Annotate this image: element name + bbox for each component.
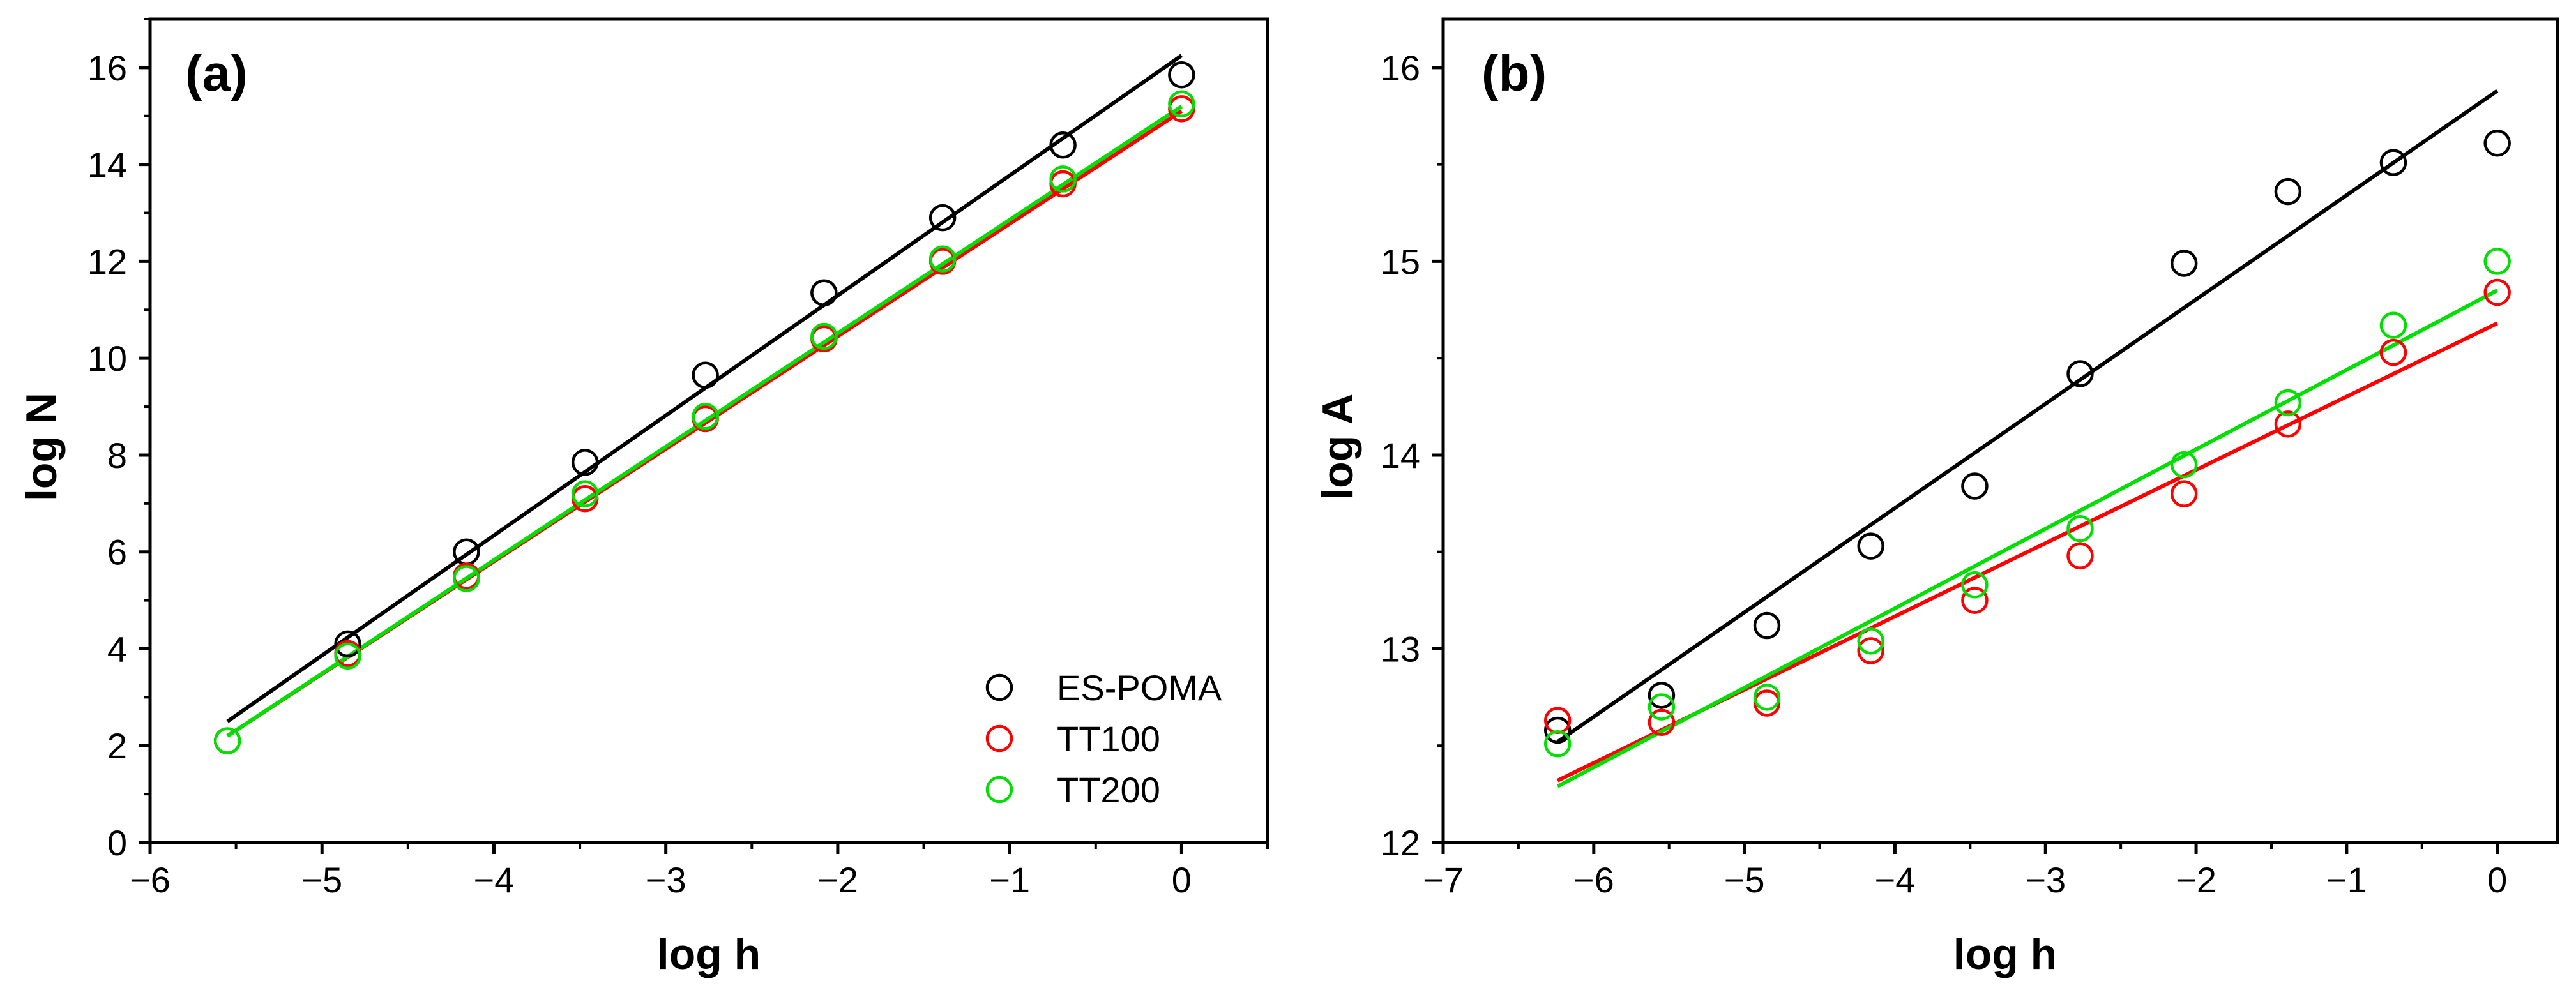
panel-b-point-es-poma [2066,360,2094,387]
panel-a-point-es-poma [692,361,719,389]
panel-b-point-tt100 [1753,689,1781,717]
panel-b-point-tt100 [2379,338,2407,366]
panel-a-y-tick-label: 16 [87,48,127,88]
panel-b-y-tick-label: 15 [1381,241,1420,281]
panel-b-point-tt200 [2483,248,2511,275]
panel-b-x-tick-label: 0 [2487,860,2507,900]
panel-b-x-axis-label: log h [1953,930,2057,978]
panel-a-y-tick-label: 12 [87,241,127,281]
panel-a-fit-line-tt200 [226,105,1183,738]
panel-a-x-tick-label: −1 [989,860,1030,900]
panel-a-y-tick-label: 4 [107,629,127,669]
panel-a-point-tt200 [692,402,719,430]
panel-b-point-tt200 [1961,571,1989,599]
legend-marker-tt200 [985,776,1013,804]
panel-a-y-tick-label: 2 [107,726,127,766]
panel-a-point-es-poma [810,279,838,306]
legend-label-tt200: TT200 [1057,770,1160,810]
panel-b-point-es-poma [2274,177,2302,206]
panel-a-axes-frame [148,17,1269,844]
panel-b-y-tick-label: 16 [1381,48,1420,88]
panel-a-point-tt200 [334,642,361,670]
panel-b-x-tick-label: −3 [2025,860,2066,900]
panel-a-label: (a) [185,45,248,101]
panel-b-point-es-poma [1648,682,1676,709]
panel-a-point-es-poma [571,449,599,476]
panel-b-point-tt200 [1753,684,1781,711]
legend-marker-tt100 [985,724,1013,753]
panel-a-y-axis-label: log N [17,393,66,501]
legend-label-tt100: TT100 [1057,719,1160,759]
panel-b-point-tt100 [2170,480,2198,507]
panel-a-point-tt200 [810,322,838,350]
panel-b-point-es-poma [2170,250,2198,277]
panel-a-x-tick-label: −4 [474,860,515,900]
panel-b-point-tt100 [1961,587,1989,614]
panel-b-point-tt200 [2379,311,2407,339]
panel-b-point-tt100 [2066,542,2094,570]
panel-b-axes-frame [1441,17,2559,844]
panel-a-point-es-poma [453,538,480,566]
panel-b-x-tick-label: −4 [1875,860,1916,900]
panel-b-point-tt200 [1543,730,1572,758]
panel-a-point-tt200 [453,565,480,592]
panel-b-point-es-poma [1857,532,1884,560]
panel-b-y-tick-label: 12 [1381,823,1420,863]
panel-a-point-es-poma [334,630,361,658]
panel-a-point-es-poma [1049,131,1077,159]
panel-b-point-tt100 [2483,278,2511,306]
panel-a-point-es-poma [1168,61,1195,89]
panel-a-point-es-poma [928,204,957,232]
panel-a-x-tick-label: −2 [817,860,858,900]
panel-a-x-tick-label: 0 [1172,860,1192,900]
panel-b-point-tt200 [2274,389,2302,417]
panel-b-point-tt200 [1857,627,1884,655]
panel-b-fit-line-es-poma [1556,89,2499,744]
panel-b-point-tt200 [2066,515,2094,543]
panel-a-x-tick-label: −6 [130,860,170,900]
panel-a-y-tick-label: 0 [107,823,127,863]
panel-b-point-es-poma [1543,716,1572,744]
panel-a-y-tick-label: 8 [107,435,127,476]
panel-b-point-tt200 [1648,693,1676,721]
panel-b-y-tick-label: 13 [1381,629,1420,669]
panel-a-x-axis-label: log h [657,930,761,978]
panel-b-point-es-poma [2379,149,2407,176]
panel-b-point-es-poma [2483,130,2511,157]
panel-a-y-tick-label: 6 [107,532,127,573]
panel-b-x-tick-label: −5 [1724,860,1765,900]
panel-b-x-tick-label: −2 [2176,860,2216,900]
panel-a-x-tick-label: −5 [301,860,342,900]
panel-b-y-tick-label: 14 [1381,435,1420,476]
panel-a-point-tt200 [1049,165,1077,193]
panel-b-x-tick-label: −6 [1573,860,1614,900]
panel-a-point-tt200 [213,727,241,754]
panel-b-point-es-poma [1753,611,1781,640]
panel-b-x-tick-label: −1 [2326,860,2367,900]
panel-a-legend: ES-POMA TT100 TT200 [985,668,1222,810]
panel-b-point-tt200 [2170,451,2198,479]
legend-marker-es-poma [985,673,1013,701]
panel-a-point-tt200 [928,245,957,273]
panel-a-point-tt200 [571,480,599,507]
panel-b-chart: (b) log h log A −7 −6 −5 −4 −3 −2 −1 0 12 13 14 15 1… [1314,17,2559,978]
panel-b-x-tick-label: −7 [1423,860,1464,900]
panel-b-point-es-poma [1961,472,1989,500]
panel-b-y-axis-label: log A [1314,393,1362,500]
panel-a-x-tick-label: −3 [646,860,686,900]
panel-b-point-tt100 [2274,410,2302,438]
panel-a-y-tick-label: 14 [87,145,127,185]
legend-label-es-poma: ES-POMA [1057,668,1222,708]
panel-a-point-tt200 [1168,90,1195,118]
panel-b-fit-line-tt200 [1556,289,2499,788]
panel-a-chart: (a) log h log N ES-POMA TT100 TT200 −6 −5… [17,17,1269,978]
panel-b-point-tt100 [1648,708,1676,737]
panel-a-y-tick-label: 10 [87,338,127,379]
panel-b-label: (b) [1481,45,1547,101]
panel-b-point-tt100 [1857,637,1884,664]
